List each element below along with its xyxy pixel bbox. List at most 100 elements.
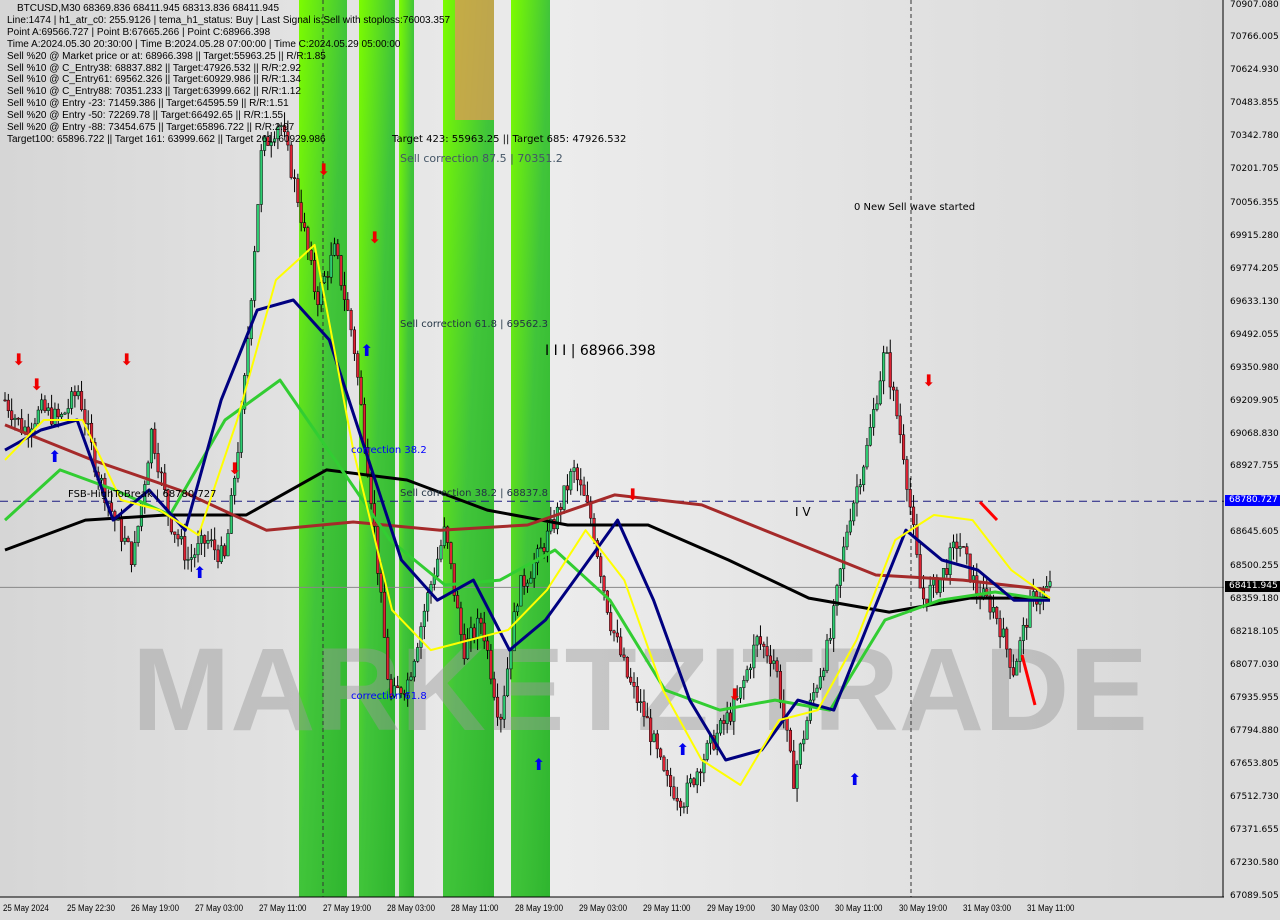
y-tick-label: 68218.105 (1230, 627, 1279, 638)
y-tick-label: 68500.255 (1230, 561, 1279, 572)
candle-body (905, 459, 909, 490)
candle (569, 468, 573, 495)
candle-body (565, 485, 569, 491)
info-line: Sell %10 @ C_Entry38: 68837.882 || Targe… (7, 62, 301, 74)
candle-body (738, 687, 743, 699)
candle-body (672, 786, 676, 799)
candle (386, 628, 390, 681)
moving-average-line (4, 423, 1051, 592)
candle-body (276, 126, 280, 140)
candle-body (283, 125, 287, 133)
candle (226, 529, 230, 557)
candle-body (50, 407, 54, 425)
info-line: Sell %10 @ C_Entry61: 69562.326 || Targe… (7, 74, 301, 86)
candle (918, 540, 922, 589)
candle (1048, 570, 1052, 589)
x-tick-label: 29 May 19:00 (707, 903, 756, 913)
candle (669, 767, 673, 797)
y-tick-label: 69068.830 (1230, 428, 1279, 439)
candle (525, 579, 530, 593)
candle (442, 517, 446, 549)
candle-body (46, 407, 50, 412)
y-tick-label: 67653.805 (1230, 758, 1279, 769)
candle-body (173, 531, 177, 535)
candle-body (805, 720, 809, 740)
candle (762, 641, 766, 659)
info-line: Line:1474 | h1_atr_c0: 255.9126 | tema_h… (7, 14, 451, 26)
green-zone (443, 0, 494, 897)
candle (865, 437, 869, 470)
candle-body (958, 546, 962, 549)
candle (346, 292, 350, 312)
candle-body (356, 353, 360, 378)
candle-body (1031, 591, 1035, 597)
candle-body (389, 678, 393, 697)
candle-body (562, 485, 566, 510)
candle-body (542, 547, 546, 552)
candle-body (482, 622, 486, 642)
sell-correction-382-label: Sell correction 38.2 | 68837.8 (400, 488, 549, 499)
candle-body (133, 542, 137, 565)
green-zones (299, 0, 550, 897)
candle (522, 567, 526, 595)
candle-body (699, 771, 703, 774)
candle-body (545, 530, 550, 552)
candle-body (902, 434, 906, 460)
candle-body (1025, 624, 1029, 628)
candle-body (462, 634, 466, 659)
info-line: Point A:69566.727 | Point B:67665.266 | … (7, 26, 271, 38)
moving-averages (3, 243, 1051, 786)
info-line: Sell %10 @ Entry -23: 71459.386 || Targe… (7, 98, 289, 110)
candle-body (40, 399, 44, 411)
buy-arrow-icon: ⬆ (193, 563, 206, 582)
candle (619, 628, 623, 657)
sell-arrow-icon: ⬇ (368, 228, 381, 247)
candle (758, 625, 763, 650)
candle-body (645, 716, 649, 719)
candle (289, 142, 293, 180)
candle-body (722, 720, 726, 724)
candle-body (1018, 640, 1022, 662)
candle-body (912, 506, 916, 525)
candle (416, 642, 420, 663)
candle-body (572, 467, 576, 472)
candle (326, 271, 330, 291)
candle (356, 350, 360, 386)
info-line: Sell %20 @ Entry -88: 73454.675 || Targe… (7, 122, 295, 134)
candle (336, 239, 340, 260)
candle (645, 702, 649, 719)
candle (905, 455, 909, 502)
candle-body (436, 558, 440, 577)
candle-body (119, 518, 124, 542)
y-tick-label: 70907.080 (1230, 0, 1279, 10)
candle-body (652, 733, 656, 742)
candle (426, 587, 430, 622)
y-tick-label: 69350.980 (1230, 362, 1279, 373)
candle-body (66, 408, 70, 414)
candle (728, 702, 733, 726)
candle (685, 775, 689, 814)
candle-body (878, 380, 882, 405)
candle-body (702, 759, 706, 774)
candle (695, 768, 699, 794)
candle (878, 371, 882, 406)
candle (392, 677, 396, 699)
candle-body (159, 471, 163, 474)
candle-body (832, 605, 836, 639)
candle (309, 241, 313, 266)
sell-arrow-icon: ⬇ (30, 375, 43, 394)
candle (46, 402, 50, 416)
time-axis[interactable]: 25 May 2024 25 May 22:30 26 May 19:00 27 Ma… (0, 899, 1224, 920)
candle (725, 701, 729, 734)
candle-body (73, 391, 77, 397)
candle-body (522, 575, 526, 587)
candle (652, 730, 656, 743)
candle (263, 135, 267, 157)
candle (89, 414, 94, 451)
price-axis[interactable]: 70907.080 70766.005 70624.930 70483.855 7034… (1224, 0, 1280, 901)
candle (382, 579, 386, 638)
candle-body (822, 670, 826, 677)
candle-body (865, 444, 869, 468)
candle (768, 644, 772, 677)
